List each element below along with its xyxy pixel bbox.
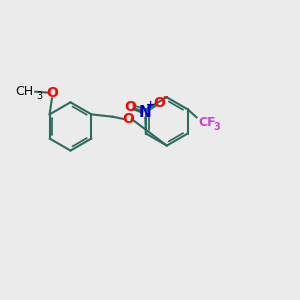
Text: 3: 3 [213,122,220,132]
Text: N: N [139,105,152,120]
Text: O: O [154,96,165,110]
Text: 3: 3 [36,91,42,100]
Text: O: O [124,100,136,114]
Text: O: O [46,86,58,100]
Text: CH: CH [16,85,34,98]
Text: +: + [146,100,155,110]
Text: CF: CF [198,116,216,129]
Text: O: O [122,112,134,126]
Text: -: - [162,90,168,104]
